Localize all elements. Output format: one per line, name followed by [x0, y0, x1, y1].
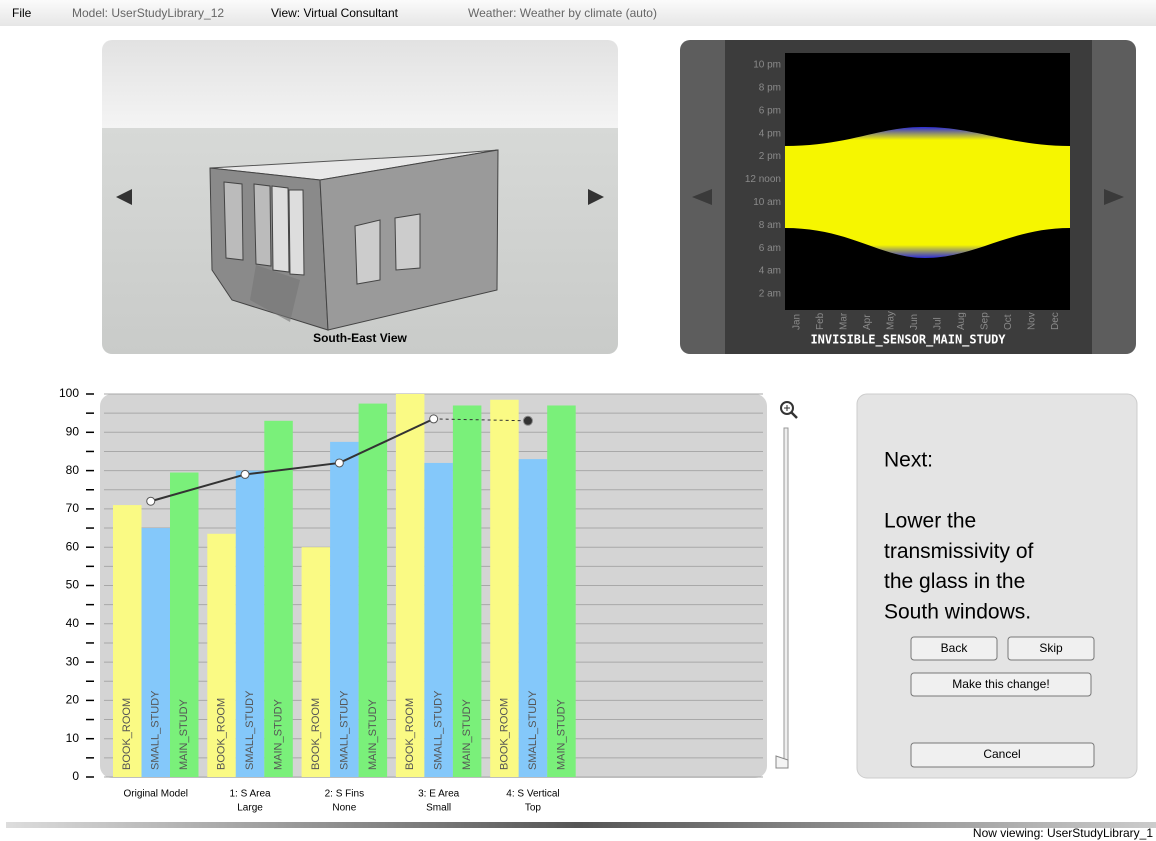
- button-label[interactable]: Cancel: [983, 747, 1020, 761]
- view-label: South-East View: [313, 331, 407, 345]
- next-line: transmissivity of: [884, 540, 1034, 563]
- hour-label: 4 am: [759, 266, 781, 277]
- menu-model[interactable]: Model: UserStudyLibrary_12: [72, 6, 224, 20]
- bar-label: SMALL_STUDY: [244, 690, 256, 770]
- month-label: Jun: [909, 314, 920, 330]
- bar-label: MAIN_STUDY: [367, 698, 379, 770]
- y-tick-label: 40: [66, 616, 80, 630]
- next-line: the glass in the: [884, 570, 1025, 593]
- y-tick-label: 90: [66, 424, 80, 438]
- y-tick-label: 70: [66, 501, 80, 515]
- button[interactable]: Skip: [1008, 637, 1094, 660]
- projected-point: [523, 416, 532, 425]
- trend-point: [335, 459, 343, 467]
- x-tick-label: 1: S Area: [229, 789, 271, 800]
- hour-label: 8 am: [759, 220, 781, 231]
- bar-label: MAIN_STUDY: [178, 698, 190, 770]
- bar-label: SMALL_STUDY: [338, 690, 350, 770]
- hour-label: 10 pm: [753, 60, 781, 71]
- hour-label: 6 pm: [759, 105, 781, 116]
- y-tick-label: 30: [66, 654, 80, 668]
- month-label: Feb: [815, 312, 826, 330]
- button[interactable]: Cancel: [911, 743, 1094, 767]
- hour-label: 6 am: [759, 243, 781, 254]
- month-label: May: [886, 311, 897, 330]
- next-line: South windows.: [884, 600, 1031, 623]
- menu-file[interactable]: File: [12, 6, 32, 20]
- y-tick-label: 60: [66, 539, 80, 553]
- bar-label: BOOK_ROOM: [215, 698, 227, 770]
- bar-label: SMALL_STUDY: [150, 690, 162, 770]
- menu-weather[interactable]: Weather: Weather by climate (auto): [468, 6, 657, 20]
- button-label[interactable]: Make this change!: [952, 677, 1049, 691]
- next-heading: Next:: [884, 449, 933, 472]
- button[interactable]: Back: [911, 637, 997, 660]
- y-tick-label: 10: [66, 731, 80, 745]
- y-tick-label: 100: [59, 386, 79, 400]
- menu-view[interactable]: View: Virtual Consultant: [271, 6, 399, 20]
- bar-label: SMALL_STUDY: [527, 690, 539, 770]
- trend-point: [147, 497, 155, 505]
- bar-label: BOOK_ROOM: [310, 698, 322, 770]
- hour-label: 12 noon: [745, 174, 781, 185]
- bar-label: BOOK_ROOM: [121, 698, 133, 770]
- x-tick-label: Original Model: [124, 789, 188, 800]
- zoom-slider[interactable]: [776, 402, 797, 768]
- bar-label: SMALL_STUDY: [433, 690, 445, 770]
- button-label[interactable]: Back: [941, 641, 969, 655]
- page: File Model: UserStudyLibrary_12 View: Vi…: [0, 0, 1156, 841]
- next-line: Lower the: [884, 510, 976, 533]
- x-tick-label: 4: S Vertical: [506, 789, 559, 800]
- month-label: Sep: [980, 312, 991, 330]
- hour-label: 2 pm: [759, 151, 781, 162]
- button-label[interactable]: Skip: [1039, 641, 1063, 655]
- button[interactable]: Make this change!: [911, 673, 1091, 696]
- bar-label: BOOK_ROOM: [498, 698, 510, 770]
- bar-label: MAIN_STUDY: [461, 698, 473, 770]
- month-label: Oct: [1003, 314, 1014, 330]
- bar-label: BOOK_ROOM: [404, 698, 416, 770]
- bar-label: MAIN_STUDY: [272, 698, 284, 770]
- screen: File Model: UserStudyLibrary_12 View: Vi…: [0, 0, 1156, 841]
- status-text: Now viewing: UserStudyLibrary_1: [973, 826, 1153, 840]
- x-tick-label: Top: [525, 803, 542, 814]
- y-tick-label: 0: [72, 769, 79, 783]
- x-tick-label: 3: E Area: [418, 789, 460, 800]
- bar-label: MAIN_STUDY: [555, 698, 567, 770]
- month-label: Nov: [1027, 312, 1038, 330]
- month-label: Aug: [956, 312, 967, 330]
- hour-label: 10 am: [753, 197, 781, 208]
- trend-point: [241, 470, 249, 478]
- month-label: Jul: [933, 317, 944, 330]
- y-tick-label: 20: [66, 693, 80, 707]
- trend-point: [430, 415, 438, 423]
- x-tick-label: None: [332, 803, 356, 814]
- y-tick-label: 50: [66, 578, 80, 592]
- x-tick-label: 2: S Fins: [325, 789, 364, 800]
- hour-label: 2 am: [759, 289, 781, 300]
- hour-label: 4 pm: [759, 128, 781, 139]
- month-label: Dec: [1050, 312, 1061, 330]
- month-label: Apr: [862, 314, 873, 330]
- month-label: Mar: [839, 312, 850, 330]
- sensor-name: INVISIBLE_SENSOR_MAIN_STUDY: [810, 333, 1006, 348]
- month-label: Jan: [792, 314, 803, 330]
- x-tick-label: Small: [426, 803, 451, 814]
- hour-label: 8 pm: [759, 83, 781, 94]
- y-tick-label: 80: [66, 463, 80, 477]
- x-tick-label: Large: [237, 803, 263, 814]
